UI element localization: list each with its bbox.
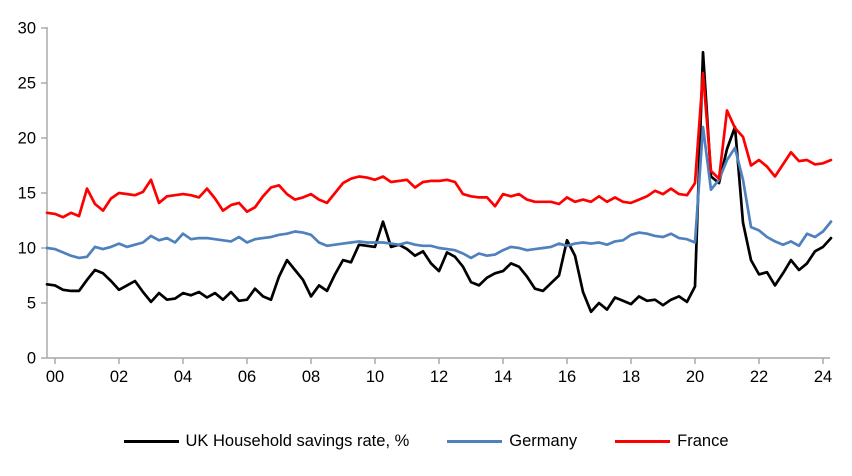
legend-item-germany: Germany bbox=[447, 432, 577, 451]
x-tick-label: 12 bbox=[430, 368, 448, 386]
y-tick-label: 15 bbox=[18, 185, 36, 203]
line-chart-plot: 0 5 10 15 20 25 30 00 02 04 06 08 10 12 14 16 18 20 22 24 bbox=[18, 20, 833, 386]
series-line-2 bbox=[45, 71, 833, 219]
x-tick-label: 06 bbox=[238, 368, 256, 386]
france-line-sample-icon bbox=[615, 440, 671, 443]
y-tick-label: 0 bbox=[27, 350, 36, 368]
y-tick-label: 5 bbox=[27, 295, 36, 313]
x-tick-label: 18 bbox=[622, 368, 640, 386]
x-tick-label: 04 bbox=[174, 368, 192, 386]
legend-label-france: France bbox=[677, 432, 729, 450]
legend-label-germany: Germany bbox=[509, 432, 578, 450]
series-line-1 bbox=[45, 125, 833, 260]
series-line-0 bbox=[45, 50, 833, 314]
legend-item-france: France bbox=[615, 432, 729, 451]
x-tick-label: 00 bbox=[46, 368, 64, 386]
x-tick-label: 24 bbox=[814, 368, 832, 386]
x-tick-label: 02 bbox=[110, 368, 128, 386]
x-tick-label: 14 bbox=[494, 368, 512, 386]
y-tick-label: 20 bbox=[18, 130, 36, 148]
y-tick-label: 25 bbox=[18, 75, 36, 93]
x-tick-label: 10 bbox=[366, 368, 384, 386]
y-tick-label: 30 bbox=[18, 20, 36, 38]
legend: UK Household savings rate, % Germany Fra… bbox=[0, 432, 852, 451]
uk-line-sample-icon bbox=[123, 440, 179, 443]
legend-label-uk: UK Household savings rate, % bbox=[185, 432, 410, 450]
germany-line-sample-icon bbox=[447, 440, 503, 443]
y-tick-label: 10 bbox=[18, 240, 36, 258]
x-tick-label: 22 bbox=[750, 368, 768, 386]
x-tick-label: 16 bbox=[558, 368, 576, 386]
x-tick-label: 20 bbox=[686, 368, 704, 386]
legend-item-uk: UK Household savings rate, % bbox=[123, 432, 410, 451]
x-tick-label: 08 bbox=[302, 368, 320, 386]
